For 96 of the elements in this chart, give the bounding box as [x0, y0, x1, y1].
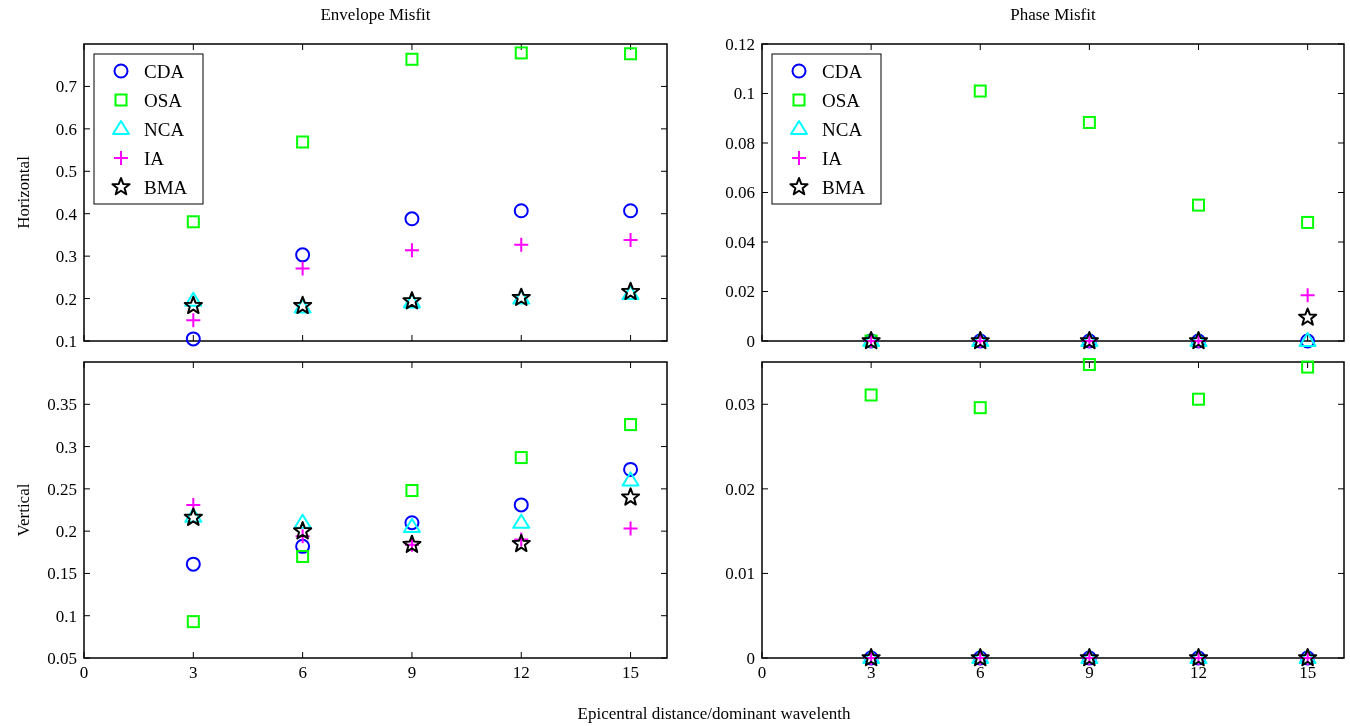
- y-tick-label: 0.1: [55, 331, 77, 351]
- point: [185, 331, 201, 347]
- y-tick-label: 0.08: [725, 133, 755, 153]
- point: [513, 203, 529, 219]
- point: [183, 295, 203, 315]
- y-tick-label: 0.3: [55, 437, 77, 457]
- y-tick-label: 0.1: [55, 606, 77, 626]
- y-tick-label: 0.04: [725, 232, 756, 252]
- point: [295, 538, 311, 554]
- y-tick-label: 0.02: [725, 479, 755, 499]
- y-tick-label: 0.35: [47, 395, 77, 415]
- point: [295, 247, 311, 263]
- point: [294, 528, 311, 545]
- point: [511, 533, 531, 553]
- point: [403, 242, 420, 259]
- point: [185, 556, 201, 572]
- point: [514, 451, 528, 465]
- legend-label: NCA: [822, 118, 863, 140]
- chart-title: Envelope Misfit: [320, 5, 431, 24]
- point: [1298, 307, 1318, 326]
- x-tick-label: 3: [189, 663, 198, 682]
- point: [624, 418, 638, 432]
- legend-label: IA: [822, 147, 843, 169]
- point: [623, 203, 639, 219]
- legend-label: OSA: [822, 89, 861, 111]
- point: [1301, 360, 1315, 374]
- y-tick-label: 0.4: [55, 204, 78, 224]
- y-tick-label: 0.1: [733, 84, 755, 104]
- x-tick-label: 12: [512, 663, 530, 682]
- legend-label: BMA: [822, 176, 866, 198]
- x-tick-label: 12: [1190, 663, 1207, 682]
- legend-label: IA: [144, 147, 165, 169]
- point: [1082, 358, 1096, 372]
- legend-label: BMA: [144, 176, 188, 198]
- point: [1299, 287, 1316, 304]
- y-axis-title: Horizontal: [14, 155, 33, 229]
- y-axis-title: Vertical: [14, 483, 33, 537]
- point: [513, 531, 530, 548]
- point: [513, 236, 530, 253]
- chart-title: Phase Misfit: [1010, 5, 1097, 24]
- point: [624, 47, 638, 61]
- y-tick-label: 0.2: [55, 289, 77, 309]
- y-tick-label: 0: [746, 331, 755, 351]
- point: [186, 215, 200, 229]
- y-tick-label: 0.15: [47, 564, 77, 584]
- point: [405, 52, 419, 66]
- point: [1301, 215, 1315, 229]
- point: [1082, 115, 1096, 129]
- point: [864, 388, 878, 402]
- point: [185, 312, 202, 329]
- y-tick-label: 0.06: [725, 183, 755, 203]
- x-tick-label: 15: [622, 663, 640, 682]
- x-axis-title: Epicentral distance/dominant wavelenth: [577, 704, 851, 723]
- y-tick-label: 0: [746, 648, 755, 668]
- point: [973, 84, 987, 98]
- x-tick-label: 15: [1299, 663, 1317, 682]
- point: [405, 484, 419, 498]
- y-tick-label: 0.3: [55, 247, 77, 267]
- point: [294, 260, 311, 277]
- point: [621, 487, 641, 506]
- point: [621, 471, 640, 487]
- x-tick-label: 9: [407, 663, 417, 682]
- point: [622, 232, 639, 249]
- point: [293, 521, 313, 540]
- point: [296, 550, 310, 564]
- point: [973, 401, 987, 415]
- legend-label: NCA: [144, 118, 185, 140]
- legend-label: OSA: [144, 89, 183, 111]
- x-tick-label: 9: [1085, 663, 1094, 682]
- x-tick-label: 3: [866, 663, 876, 682]
- y-tick-label: 0.03: [725, 395, 755, 415]
- x-tick-label: 6: [298, 663, 307, 682]
- y-tick-label: 0.02: [725, 282, 755, 302]
- legend-label: CDA: [144, 60, 185, 82]
- point: [514, 46, 528, 60]
- y-tick-label: 0.25: [47, 479, 77, 499]
- y-tick-label: 0.2: [55, 522, 77, 542]
- point: [1192, 198, 1205, 212]
- y-tick-label: 0.05: [47, 648, 77, 668]
- point: [186, 615, 200, 629]
- point: [293, 513, 312, 529]
- y-tick-label: 0.12: [725, 34, 755, 54]
- point: [404, 211, 420, 227]
- x-tick-label: 6: [976, 663, 985, 682]
- point: [623, 461, 639, 477]
- point: [184, 291, 203, 307]
- y-tick-label: 0.01: [725, 564, 755, 584]
- y-tick-label: 0.6: [55, 119, 77, 139]
- y-tick-label: 0.5: [55, 162, 77, 182]
- point: [1192, 392, 1205, 406]
- point: [512, 513, 531, 529]
- y-tick-label: 0.7: [55, 77, 78, 97]
- point: [622, 520, 639, 537]
- point: [513, 497, 529, 513]
- point: [296, 135, 310, 149]
- legend-label: CDA: [822, 60, 863, 82]
